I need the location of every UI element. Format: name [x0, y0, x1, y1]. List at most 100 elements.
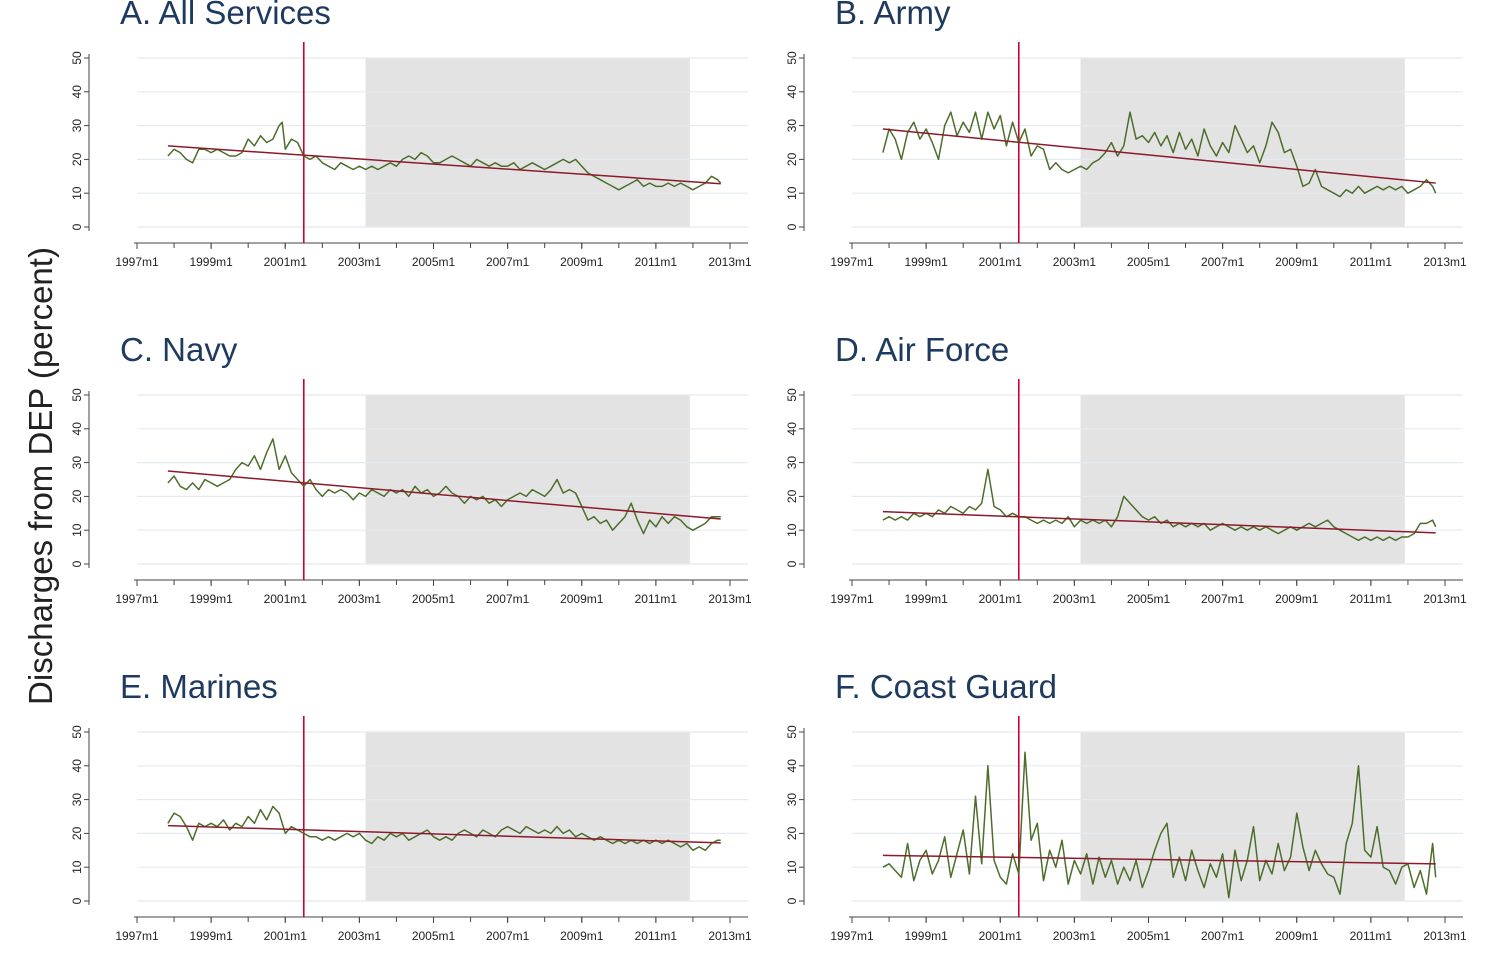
- series-line: [167, 121, 722, 191]
- x-tick-label: 2007m1: [486, 255, 530, 269]
- x-tick-label: 1997m1: [115, 929, 159, 943]
- x-tick-label: 2001m1: [264, 929, 308, 943]
- y-tick-label: 0: [70, 560, 84, 567]
- panel-title: C. Navy: [120, 331, 238, 368]
- series-line: [882, 468, 1437, 542]
- x-tick-label: 2003m1: [338, 592, 382, 606]
- chart-plot: 0 10 20 30 40 50 1997m1 1999m1 2001m1 2003m1 2005m…: [785, 379, 1467, 606]
- x-tick-label: 1999m1: [904, 929, 948, 943]
- panel-f-coast-guard: F. Coast Guard 0 10 20 30 40 50 1997m1 1999m1 20…: [785, 668, 1489, 974]
- x-tick-label: 2001m1: [979, 929, 1023, 943]
- y-tick-label: 30: [785, 456, 799, 470]
- y-tick-label: 30: [70, 793, 84, 807]
- x-tick-label: 1997m1: [830, 592, 874, 606]
- y-tick-label: 40: [70, 422, 84, 436]
- x-tick-label: 2011m1: [635, 929, 678, 943]
- x-tick-label: 1997m1: [115, 592, 159, 606]
- panel-title: B. Army: [835, 0, 951, 31]
- y-tick-label: 0: [785, 897, 799, 904]
- x-tick-label: 2009m1: [560, 592, 604, 606]
- y-tick-label: 50: [70, 388, 84, 402]
- x-tick-label: 1999m1: [904, 592, 948, 606]
- y-tick-label: 50: [70, 51, 84, 65]
- x-tick-label: 2005m1: [412, 929, 456, 943]
- x-tick-label: 1999m1: [189, 255, 233, 269]
- x-tick-label: 2011m1: [1350, 592, 1393, 606]
- y-tick-label: 30: [70, 456, 84, 470]
- y-tick-label: 20: [785, 489, 799, 503]
- x-tick-label: 2009m1: [1275, 929, 1319, 943]
- shaded-region: [1080, 732, 1405, 901]
- x-tick-label: 2005m1: [412, 592, 456, 606]
- x-tick-label: 2007m1: [486, 929, 530, 943]
- x-tick-label: 1997m1: [830, 929, 874, 943]
- x-tick-label: 2011m1: [635, 255, 678, 269]
- y-tick-label: 40: [785, 85, 799, 99]
- y-axis-label-text: Discharges from DEP (percent): [22, 247, 59, 705]
- y-tick-label: 10: [785, 523, 799, 537]
- y-tick-label: 40: [785, 759, 799, 773]
- x-tick-label: 2013m1: [708, 592, 752, 606]
- y-tick-label: 10: [70, 186, 84, 200]
- y-tick-label: 20: [70, 489, 84, 503]
- x-tick-label: 1999m1: [904, 255, 948, 269]
- x-tick-label: 2013m1: [708, 929, 752, 943]
- panel-title: E. Marines: [120, 668, 278, 705]
- series-line: [167, 438, 721, 535]
- panel-c-navy: C. Navy 0 10 20 30 40 50 1997m1 1999m1 2001m1 200…: [70, 331, 800, 637]
- chart-plot: 0 10 20 30 40 50 1997m1 1999m1 2001m1 2003m1 2005m…: [70, 42, 752, 269]
- x-tick-label: 1999m1: [189, 592, 233, 606]
- chart-plot: 0 10 20 30 40 50 1997m1 1999m1 2001m1 2003m1 2005m…: [70, 379, 752, 606]
- x-tick-label: 2003m1: [338, 255, 382, 269]
- x-tick-label: 2005m1: [1127, 255, 1171, 269]
- y-tick-label: 10: [785, 186, 799, 200]
- x-tick-label: 2009m1: [560, 255, 604, 269]
- panel-b-army: B. Army 0 10 20 30 40 50 1997m1 1999m1 2001m1 200…: [785, 0, 1489, 300]
- series-line: [882, 751, 1437, 899]
- x-tick-label: 2013m1: [1423, 592, 1467, 606]
- shaded-region: [365, 58, 690, 227]
- x-tick-label: 2013m1: [1423, 255, 1467, 269]
- x-tick-label: 1997m1: [830, 255, 874, 269]
- chart-plot: 0 10 20 30 40 50 1997m1 1999m1 2001m1 2003m1 2005m…: [785, 716, 1467, 943]
- shaded-region: [365, 732, 690, 901]
- y-tick-label: 40: [70, 85, 84, 99]
- trend-line: [167, 145, 721, 185]
- panel-d-air-force: D. Air Force 0 10 20 30 40 50 1997m1 1999m1 2001…: [785, 331, 1489, 637]
- panel-title: A. All Services: [120, 0, 331, 31]
- panel-e-marines: E. Marines 0 10 20 30 40 50 1997m1 1999m1 2001m1…: [70, 668, 800, 974]
- y-tick-label: 50: [785, 51, 799, 65]
- x-tick-label: 2009m1: [560, 929, 604, 943]
- y-tick-label: 50: [70, 725, 84, 739]
- trend-line: [167, 824, 721, 844]
- x-tick-label: 2003m1: [1053, 592, 1097, 606]
- x-tick-label: 2003m1: [338, 929, 382, 943]
- panel-title: F. Coast Guard: [835, 668, 1057, 705]
- y-tick-label: 30: [785, 119, 799, 133]
- x-tick-label: 2007m1: [1201, 929, 1245, 943]
- x-tick-label: 2005m1: [1127, 592, 1171, 606]
- y-tick-label: 40: [785, 422, 799, 436]
- y-axis-label: Discharges from DEP (percent): [22, 247, 59, 705]
- x-tick-label: 2003m1: [1053, 929, 1097, 943]
- x-tick-label: 2005m1: [412, 255, 456, 269]
- x-tick-label: 2013m1: [1423, 929, 1467, 943]
- panel-a-all-services: A. All Services 0 10 20 30 40 50 1997m1 1999m1 2…: [70, 0, 800, 300]
- y-tick-label: 20: [785, 826, 799, 840]
- trend-line: [882, 128, 1436, 184]
- x-tick-label: 2009m1: [1275, 255, 1319, 269]
- y-tick-label: 0: [785, 223, 799, 230]
- y-tick-label: 40: [70, 759, 84, 773]
- x-tick-label: 2013m1: [708, 255, 752, 269]
- chart-plot: 0 10 20 30 40 50 1997m1 1999m1 2001m1 2003m1 2005m…: [70, 716, 752, 943]
- x-tick-label: 2003m1: [1053, 255, 1097, 269]
- x-tick-label: 2011m1: [1350, 255, 1393, 269]
- x-tick-label: 2009m1: [1275, 592, 1319, 606]
- y-tick-label: 20: [785, 152, 799, 166]
- y-tick-label: 0: [70, 897, 84, 904]
- x-tick-label: 2007m1: [486, 592, 530, 606]
- y-tick-label: 10: [785, 860, 799, 874]
- x-tick-label: 2005m1: [1127, 929, 1171, 943]
- y-tick-label: 10: [70, 860, 84, 874]
- y-tick-label: 0: [70, 223, 84, 230]
